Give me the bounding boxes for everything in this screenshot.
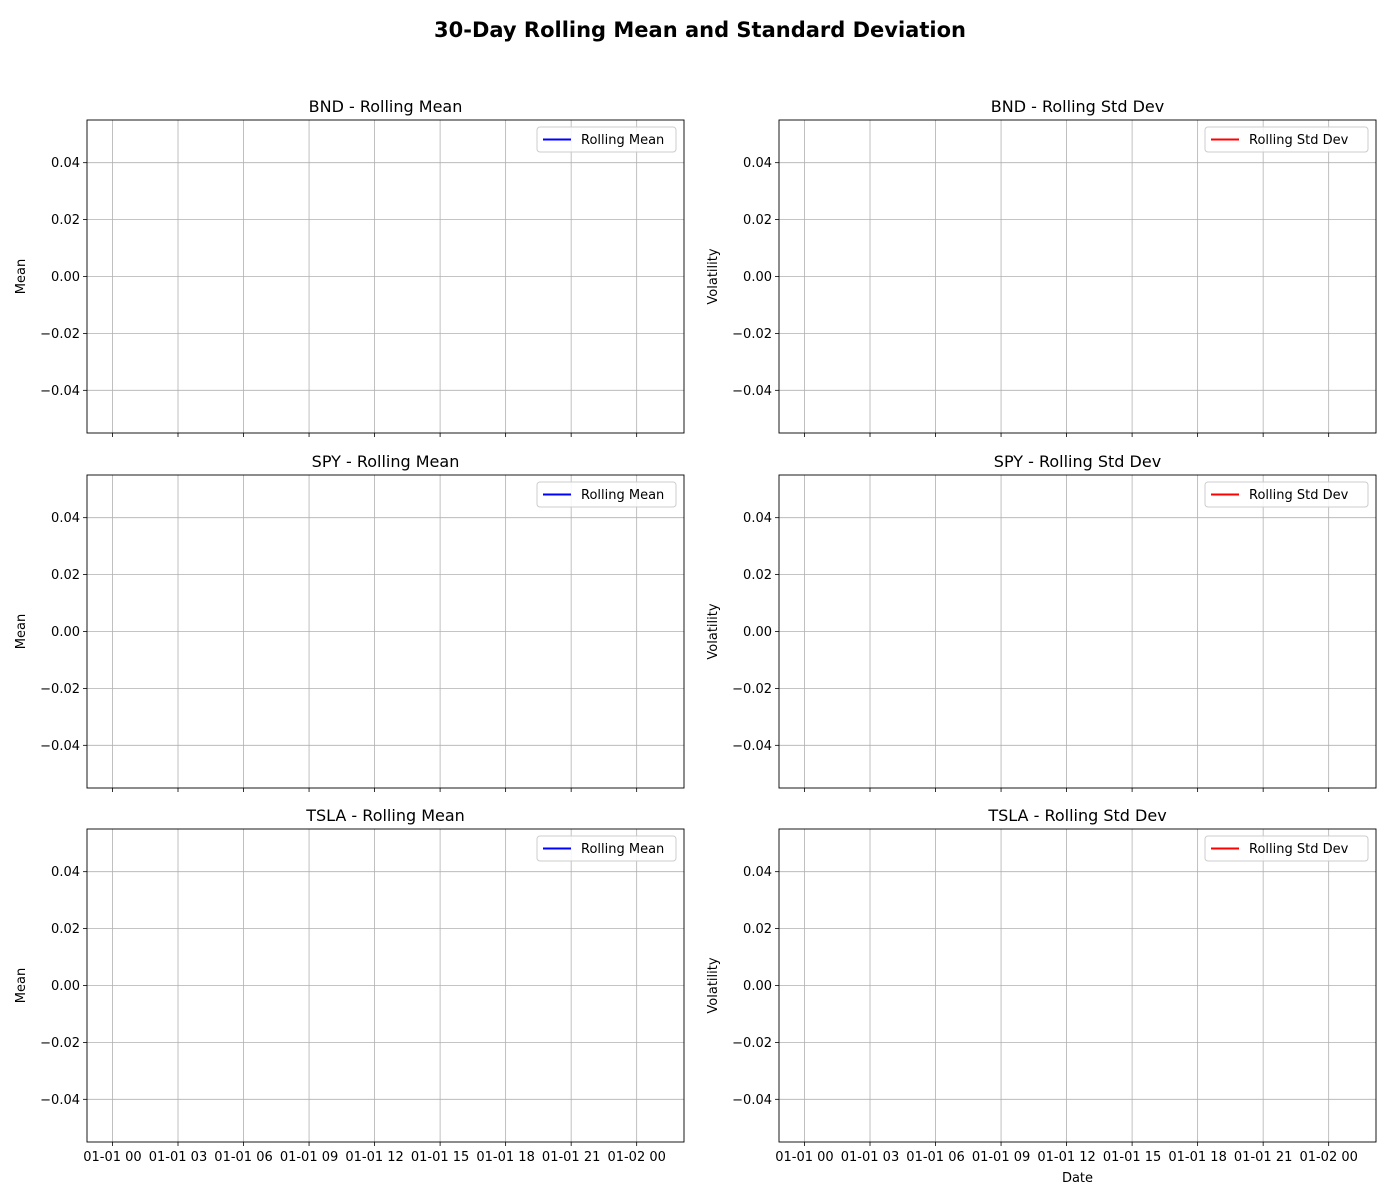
y-tick-label: −0.04 — [40, 739, 80, 754]
y-axis-label: Mean — [14, 968, 29, 1003]
y-tick-label: 0.02 — [743, 922, 772, 937]
axes-frame — [778, 828, 1377, 1143]
subplot-title: BND - Rolling Mean — [309, 97, 463, 116]
legend: Rolling Mean — [536, 126, 677, 153]
y-tick-label: 0.04 — [51, 156, 80, 171]
y-axis-label: Volatility — [706, 248, 721, 304]
y-tick-label: 0.04 — [743, 511, 772, 526]
x-tick-label: 01-01 09 — [280, 1150, 338, 1165]
legend: Rolling Std Dev — [1204, 481, 1369, 508]
y-tick-label: −0.02 — [40, 327, 80, 342]
x-tick-label: 01-01 06 — [906, 1150, 964, 1165]
y-tick-label: 0.00 — [743, 979, 772, 994]
y-tick-label: −0.04 — [40, 384, 80, 399]
y-tick-label: 0.04 — [51, 511, 80, 526]
legend: Rolling Std Dev — [1204, 835, 1369, 862]
x-tick-label: 01-01 12 — [345, 1150, 403, 1165]
legend: Rolling Mean — [536, 835, 677, 862]
y-tick-label: −0.02 — [40, 1036, 80, 1051]
y-tick-label: −0.04 — [732, 739, 772, 754]
subplot-title: TSLA - Rolling Std Dev — [987, 806, 1166, 825]
subplot-title: SPY - Rolling Std Dev — [994, 452, 1161, 471]
subplot-6: 01-01 00 01-01 03 01-01 06 01-01 09 01-01 12… — [706, 806, 1377, 1186]
x-tick-label: 01-02 00 — [607, 1150, 665, 1165]
axes-frame — [778, 474, 1377, 789]
y-tick-label: 0.02 — [51, 568, 80, 583]
x-tick-label: 01-01 21 — [1234, 1150, 1292, 1165]
subplot-5: 01-01 00 01-01 03 01-01 06 01-01 09 01-01 12… — [14, 806, 685, 1165]
y-tick-label: 0.02 — [743, 213, 772, 228]
y-tick-label: 0.00 — [51, 625, 80, 640]
axes-frame — [86, 828, 685, 1143]
y-tick-label: −0.02 — [732, 327, 772, 342]
y-axis-label: Volatility — [706, 603, 721, 659]
x-tick-label: 01-01 15 — [411, 1150, 469, 1165]
x-tick-label: 01-01 15 — [1103, 1150, 1161, 1165]
x-tick-label: 01-01 09 — [972, 1150, 1030, 1165]
y-tick-label: −0.02 — [40, 682, 80, 697]
subplot-title: TSLA - Rolling Mean — [305, 806, 465, 825]
legend: Rolling Mean — [536, 481, 677, 508]
y-axis-label: Mean — [14, 259, 29, 294]
y-axis-label: Volatility — [706, 957, 721, 1013]
subplot-3: 0.04 0.02 0.00 −0.02 −0.04 SPY - Rolling Mean… — [14, 452, 685, 792]
legend-label: Rolling Mean — [581, 488, 664, 503]
x-tick-label: 01-01 00 — [775, 1150, 833, 1165]
subplot-title: SPY - Rolling Mean — [312, 452, 460, 471]
legend-box — [536, 481, 677, 508]
x-tick-label: 01-01 03 — [149, 1150, 207, 1165]
legend-box — [1204, 126, 1369, 153]
y-tick-label: −0.02 — [732, 682, 772, 697]
legend-label: Rolling Mean — [581, 133, 664, 148]
legend-box — [1204, 835, 1369, 862]
y-tick-label: 0.04 — [51, 865, 80, 880]
y-tick-label: −0.02 — [732, 1036, 772, 1051]
legend-label: Rolling Mean — [581, 842, 664, 857]
y-tick-label: 0.04 — [743, 865, 772, 880]
legend-label: Rolling Std Dev — [1249, 133, 1349, 148]
legend-label: Rolling Std Dev — [1249, 488, 1349, 503]
subplot-2: 0.04 0.02 0.00 −0.02 −0.04 BND - Rolling Std … — [706, 97, 1377, 437]
y-tick-label: 0.02 — [743, 568, 772, 583]
y-tick-label: 0.00 — [743, 270, 772, 285]
y-tick-label: 0.00 — [51, 270, 80, 285]
legend: Rolling Std Dev — [1204, 126, 1369, 153]
x-tick-label: 01-01 12 — [1037, 1150, 1095, 1165]
legend-box — [536, 126, 677, 153]
subplot-1: 0.04 0.02 0.00 −0.02 −0.04 BND - Rolling Mean… — [14, 97, 685, 437]
subplot-4: 0.04 0.02 0.00 −0.02 −0.04 SPY - Rolling Std … — [706, 452, 1377, 792]
x-tick-label: 01-01 06 — [214, 1150, 272, 1165]
figure-title: 30-Day Rolling Mean and Standard Deviati… — [434, 18, 966, 42]
y-tick-label: 0.04 — [743, 156, 772, 171]
y-axis-label: Mean — [14, 614, 29, 649]
x-tick-label: 01-01 21 — [542, 1150, 600, 1165]
x-tick-label: 01-01 00 — [83, 1150, 141, 1165]
y-tick-label: −0.04 — [732, 384, 772, 399]
x-axis-label: Date — [1062, 1171, 1093, 1186]
subplot-title: BND - Rolling Std Dev — [991, 97, 1164, 116]
y-tick-label: 0.00 — [51, 979, 80, 994]
axes-frame — [86, 119, 685, 434]
axes-frame — [86, 474, 685, 789]
legend-box — [1204, 481, 1369, 508]
x-tick-label: 01-01 18 — [476, 1150, 534, 1165]
legend-box — [536, 835, 677, 862]
x-tick-label: 01-02 00 — [1299, 1150, 1357, 1165]
y-tick-label: 0.02 — [51, 922, 80, 937]
legend-label: Rolling Std Dev — [1249, 842, 1349, 857]
axes-frame — [778, 119, 1377, 434]
y-tick-label: 0.00 — [743, 625, 772, 640]
y-tick-label: −0.04 — [40, 1093, 80, 1108]
y-tick-label: 0.02 — [51, 213, 80, 228]
x-tick-label: 01-01 18 — [1168, 1150, 1226, 1165]
x-tick-label: 01-01 03 — [841, 1150, 899, 1165]
y-tick-label: −0.04 — [732, 1093, 772, 1108]
